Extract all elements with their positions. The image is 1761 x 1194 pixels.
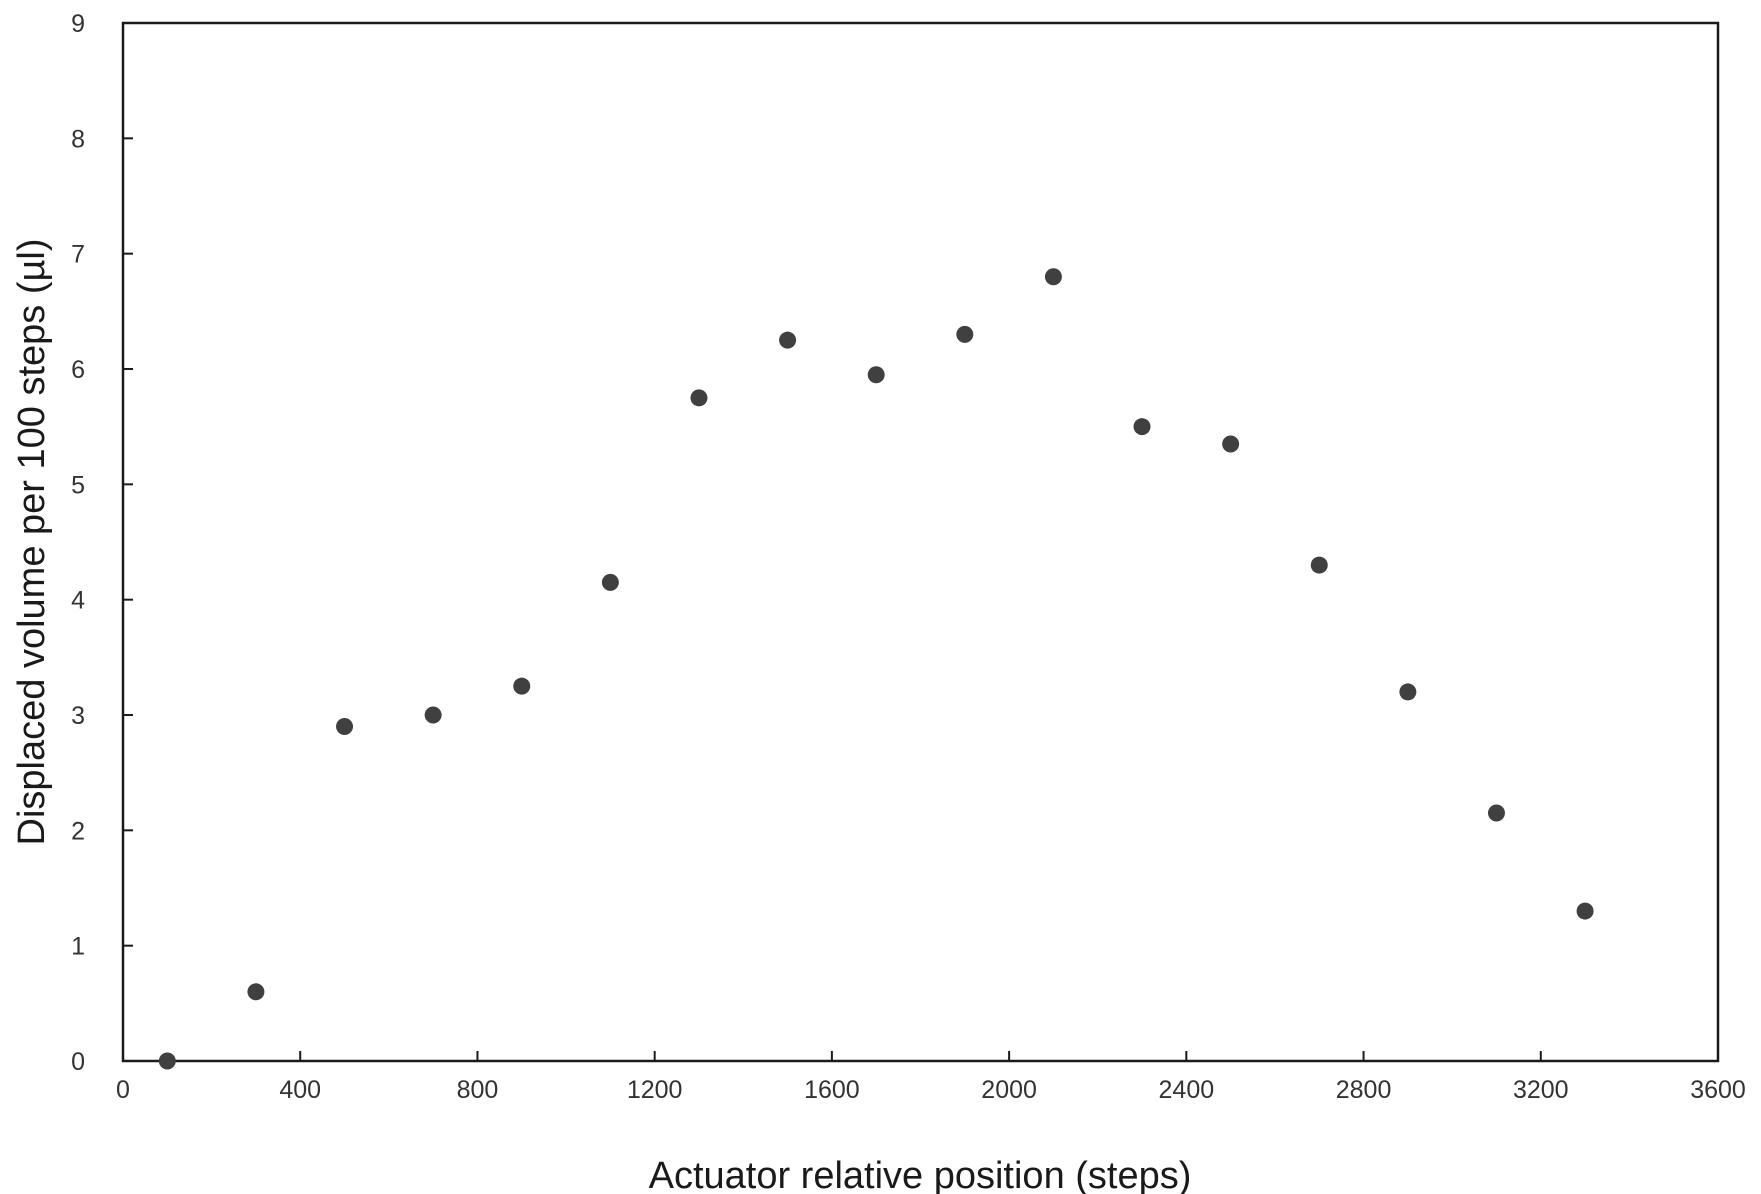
plot-area: [121, 21, 1720, 1063]
data-point: [158, 1052, 176, 1070]
data-point: [513, 677, 531, 695]
x-tick-label: 1600: [804, 1076, 860, 1104]
data-point: [1222, 435, 1240, 453]
x-tick-label: 2800: [1336, 1076, 1392, 1104]
y-tick-label: 3: [71, 702, 85, 730]
data-point: [1310, 556, 1328, 574]
y-tick-label: 7: [71, 241, 85, 269]
x-tick-label: 0: [116, 1076, 130, 1104]
x-tick-label: 2000: [981, 1076, 1037, 1104]
y-tick-label: 5: [71, 471, 85, 499]
y-tick-label: 9: [71, 10, 85, 38]
y-tick-label: 4: [71, 587, 85, 615]
x-tick-label: 400: [279, 1076, 321, 1104]
y-tick-label: 1: [71, 933, 85, 961]
x-tick-label: 2400: [1159, 1076, 1215, 1104]
data-points: [158, 268, 1594, 1070]
x-tick-label: 3200: [1513, 1076, 1569, 1104]
data-point: [956, 325, 974, 343]
x-tick-label: 3600: [1690, 1076, 1746, 1104]
data-point: [424, 706, 442, 724]
x-tick-label: 800: [457, 1076, 499, 1104]
y-tick-label: 0: [71, 1048, 85, 1076]
x-axis-title: Actuator relative position (steps): [649, 1155, 1192, 1194]
data-point: [1044, 268, 1062, 286]
data-point: [247, 983, 265, 1001]
y-axis-ticks: 0 1 2 3 4 5 6 7 8 9: [71, 10, 133, 1076]
x-tick-label: 1200: [627, 1076, 683, 1104]
data-point: [601, 573, 619, 591]
x-axis-ticks: 0 400 800 1200 1600 2000 2400 2800 3200 3600: [116, 1051, 1746, 1104]
data-point: [690, 389, 708, 407]
y-axis-title: Displaced volume per 100 steps (µl): [11, 239, 53, 846]
y-tick-label: 2: [71, 817, 85, 845]
data-point: [1576, 902, 1594, 920]
data-point: [1133, 418, 1151, 436]
data-point: [867, 366, 885, 384]
data-point: [779, 331, 797, 349]
y-tick-label: 8: [71, 125, 85, 153]
data-point: [336, 718, 354, 736]
y-tick-label: 6: [71, 356, 85, 384]
data-point: [1399, 683, 1417, 701]
data-point: [1487, 804, 1505, 822]
